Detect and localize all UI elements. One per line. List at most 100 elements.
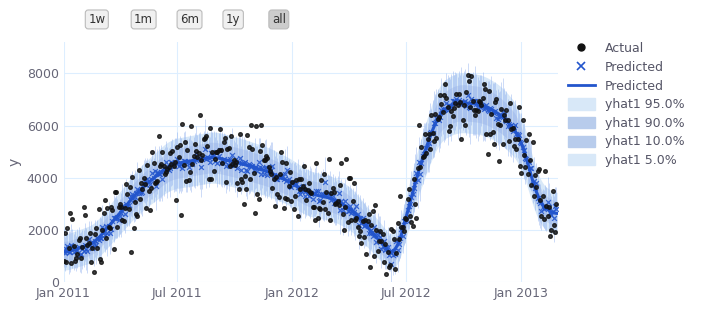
Point: [551, 201, 562, 206]
Point: [238, 161, 249, 166]
Point: [513, 133, 525, 138]
Point: [476, 99, 487, 104]
Point: [280, 171, 291, 177]
Point: [160, 165, 171, 170]
Point: [167, 149, 178, 154]
Point: [505, 122, 517, 128]
Point: [443, 102, 455, 107]
Point: [64, 211, 76, 216]
Point: [162, 166, 173, 171]
Point: [293, 177, 304, 182]
Point: [445, 104, 457, 109]
Point: [153, 171, 164, 176]
Point: [466, 96, 477, 101]
Point: [265, 168, 277, 173]
Point: [74, 236, 85, 241]
Point: [372, 249, 383, 254]
Point: [337, 208, 348, 213]
Point: [239, 174, 251, 179]
Point: [539, 216, 550, 221]
Point: [98, 211, 109, 216]
Point: [353, 223, 364, 228]
Point: [66, 216, 78, 221]
Point: [252, 191, 263, 196]
Point: [145, 185, 157, 191]
Point: [119, 205, 131, 210]
Point: [157, 176, 168, 181]
Point: [527, 139, 539, 144]
Point: [249, 164, 261, 169]
Point: [119, 211, 131, 216]
Point: [102, 206, 113, 211]
Point: [513, 104, 525, 110]
Point: [201, 134, 212, 139]
Point: [479, 87, 491, 92]
Point: [131, 190, 142, 195]
Point: [330, 201, 342, 206]
Point: [534, 200, 546, 205]
Point: [521, 156, 532, 161]
Point: [376, 239, 387, 244]
Point: [323, 156, 335, 161]
Point: [473, 102, 484, 107]
Point: [442, 107, 453, 112]
Point: [491, 116, 502, 121]
Point: [362, 221, 373, 226]
Point: [201, 156, 212, 161]
Point: [275, 174, 287, 179]
Point: [123, 202, 134, 208]
Point: [407, 224, 418, 229]
Point: [512, 136, 523, 141]
Point: [403, 203, 414, 209]
Point: [507, 125, 518, 131]
Point: [243, 145, 254, 150]
Point: [76, 251, 87, 257]
Point: [152, 169, 163, 174]
Point: [110, 190, 121, 195]
Point: [143, 189, 155, 194]
Point: [272, 191, 283, 197]
Point: [367, 208, 378, 213]
Point: [264, 168, 275, 173]
Point: [126, 249, 137, 254]
Point: [198, 156, 209, 161]
Point: [82, 242, 93, 247]
Point: [84, 243, 95, 248]
Point: [205, 151, 217, 156]
Point: [434, 92, 445, 98]
Point: [427, 131, 438, 136]
Point: [239, 159, 251, 164]
Point: [285, 169, 296, 175]
Point: [400, 218, 411, 224]
Point: [112, 214, 123, 220]
Point: [486, 111, 497, 116]
Point: [546, 213, 557, 218]
Point: [292, 184, 303, 190]
Point: [547, 208, 558, 213]
Point: [269, 175, 280, 180]
Point: [419, 151, 431, 156]
Point: [342, 209, 353, 214]
Point: [409, 201, 421, 206]
Point: [385, 226, 397, 232]
Point: [516, 140, 527, 145]
Point: [520, 164, 531, 169]
Point: [518, 148, 530, 153]
Point: [505, 100, 516, 106]
Point: [82, 248, 93, 253]
Point: [407, 192, 418, 197]
Point: [289, 193, 301, 199]
Point: [83, 240, 94, 245]
Point: [85, 241, 97, 246]
Point: [187, 161, 198, 167]
Point: [152, 178, 163, 183]
Point: [405, 202, 416, 207]
Point: [441, 101, 452, 106]
Point: [220, 163, 232, 168]
Point: [140, 182, 152, 187]
Point: [453, 92, 465, 97]
Point: [356, 220, 367, 226]
Point: [132, 186, 143, 191]
Point: [438, 93, 450, 98]
Point: [105, 226, 116, 231]
